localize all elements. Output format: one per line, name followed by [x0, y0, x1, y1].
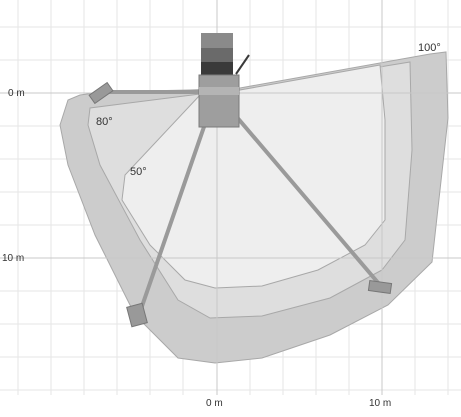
mast: [198, 33, 250, 128]
beam-right: [216, 93, 382, 287]
x-axis-label-0m: 0 m: [206, 398, 223, 409]
end-pad-left-bottom: [126, 302, 148, 328]
y-axis-label-10m: 10 m: [2, 253, 24, 264]
end-pad-right: [367, 279, 393, 295]
curve-label-100: 100°: [418, 42, 441, 54]
x-axis-label-10m: 10 m: [369, 398, 391, 409]
end-pad-left-top: [88, 81, 114, 105]
y-axis-label-0m: 0 m: [8, 88, 25, 99]
curve-label-50: 50°: [130, 166, 147, 178]
beam-left: [138, 93, 217, 314]
curve-label-80: 80°: [96, 116, 113, 128]
